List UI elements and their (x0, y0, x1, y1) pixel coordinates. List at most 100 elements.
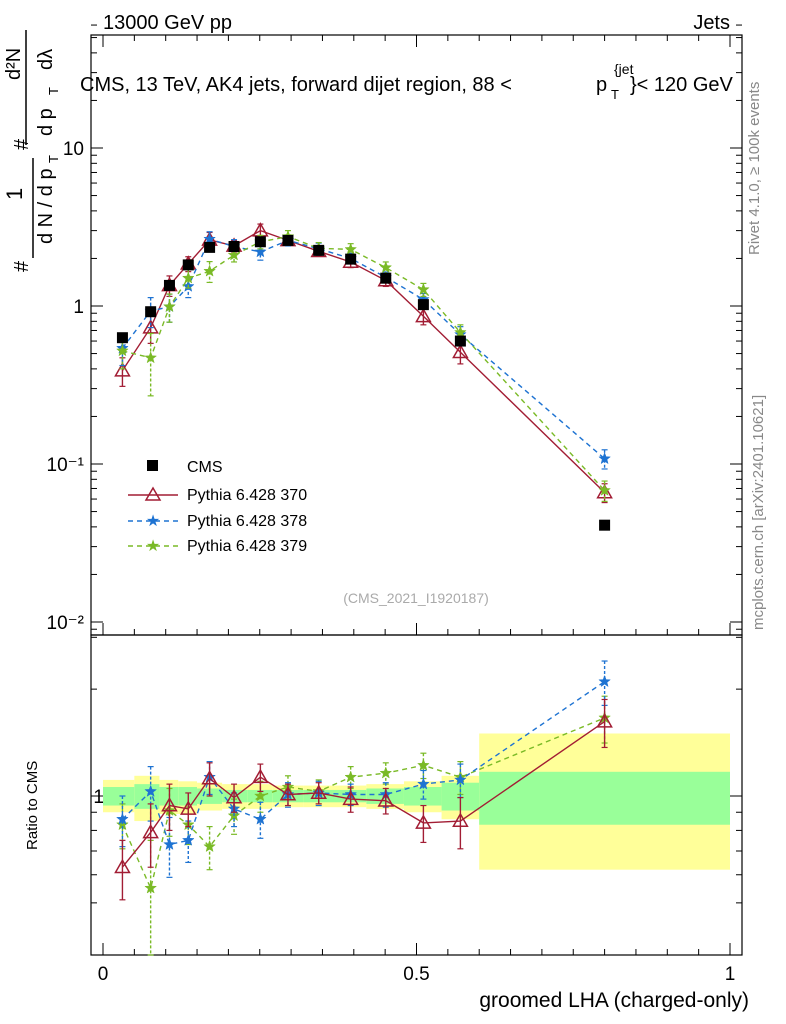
cms-data-point (182, 259, 194, 271)
series-2-point (203, 232, 216, 245)
series-1-point (225, 789, 243, 804)
cms-data-point (254, 236, 266, 248)
ratio-ytick-label-1: 1 (93, 787, 104, 808)
series-3-point (181, 271, 195, 284)
cms-data-point (380, 272, 392, 284)
series-1-point (310, 784, 327, 799)
series-1-point (415, 307, 432, 323)
legend-370-marker (144, 486, 162, 501)
ylabel-T-1: T (46, 155, 61, 163)
series-1-point (142, 319, 159, 334)
ratio-panel-frame (90, 634, 743, 956)
ratio-uncertainty-bands (103, 733, 730, 870)
ratio-ylabel: Ratio to CMS (24, 761, 41, 850)
series-2-point (417, 777, 430, 790)
main-axis-ticks (91, 24, 742, 955)
series-2-point (144, 784, 158, 797)
series-3-point (417, 282, 430, 296)
series-2-point (598, 674, 611, 688)
ylabel-dl: dλ (35, 49, 57, 70)
cms-data-point (116, 332, 128, 344)
cms-data-point (145, 306, 157, 318)
series-1-point (342, 790, 359, 806)
main-series (114, 222, 613, 531)
cms-data-point (417, 299, 429, 311)
title-post: }< 120 GeV (630, 74, 734, 96)
main-axis-ticklabels: 10⁻² 10⁻¹ 1 10 (47, 139, 85, 634)
series-2-point (181, 833, 195, 846)
series-line-3 (121, 717, 605, 891)
series-3-point (116, 344, 129, 357)
series-1-point (452, 812, 469, 828)
series-3-point (203, 839, 216, 853)
series-3-point (344, 770, 358, 783)
main-ytick-label: 10⁻² (47, 613, 85, 634)
series-3-point (379, 260, 393, 274)
series-3-point (144, 351, 158, 364)
series-1-point (452, 343, 469, 359)
plot-title: CMS, 13 TeV, AK4 jets, forward dijet reg… (80, 61, 734, 102)
series-2-point (254, 812, 267, 825)
legend-379-label: Pythia 6.428 379 (187, 538, 307, 555)
series-2-point (598, 451, 611, 465)
legend: CMS Pythia 6.428 370 ★ Pythia 6.428 378 … (128, 459, 307, 555)
x-axis-label: groomed LHA (charged-only) (479, 989, 749, 1012)
series-1-point (201, 770, 218, 785)
series-1-point (252, 768, 269, 784)
series-1-point (114, 362, 131, 377)
ylabel-dp: d p (35, 108, 57, 136)
series-3-point (163, 299, 176, 313)
ratio-axis-ticks (91, 688, 742, 904)
ylabel-one: 1 (2, 188, 27, 200)
main-ytick-label: 1 (73, 297, 84, 318)
x-axis-ticklabels: 0 0.5 1 (98, 964, 736, 985)
ylabel-T-2: T (46, 87, 61, 95)
cms-data-point (345, 253, 357, 265)
analysis-watermark: (CMS_2021_I1920187) (343, 590, 489, 606)
main-ytick-label: 10⁻¹ (47, 455, 85, 476)
series-1-point (114, 858, 131, 874)
cms-data-point (599, 519, 611, 531)
legend-378-label: Pythia 6.428 378 (187, 513, 307, 530)
top-ylabel: # 1 d N / d p T # d²N d p T dλ (2, 30, 61, 272)
series-3-point (254, 789, 267, 802)
series-1-point (415, 814, 432, 829)
ylabel-hash-1: # (11, 260, 33, 272)
series-1-point (161, 797, 178, 812)
rivet-label: Rivet 4.1.0, ≥ 100k events (746, 82, 763, 255)
header-left: 13000 GeV pp (103, 12, 232, 34)
series-3-point (203, 264, 216, 277)
series-1-point (377, 792, 395, 807)
series-2-point (116, 812, 129, 825)
title-sub: T (611, 87, 619, 102)
legend-cms-label: CMS (187, 459, 223, 476)
mcplots-label: mcplots.cern.ch [arXiv:2401.10621] (750, 395, 767, 630)
series-3-point (598, 483, 611, 496)
series-line-1 (121, 721, 605, 868)
series-1-point (596, 713, 613, 728)
green-band (479, 771, 730, 825)
legend-370-label: Pythia 6.428 370 (187, 487, 307, 504)
cms-data-point (163, 279, 175, 291)
legend-378-marker: ★ (146, 513, 160, 530)
ylabel-hash-2: # (11, 138, 33, 150)
header-right: Jets (693, 12, 730, 34)
series-1-point (279, 785, 297, 801)
series-2-point (163, 837, 176, 850)
ylabel-dN: d N / d p (35, 168, 57, 244)
legend-379-marker: ★ (146, 538, 160, 555)
series-3-point (379, 766, 393, 779)
series-line-2 (121, 238, 606, 460)
series-3-point (417, 758, 430, 771)
series-3-point (344, 242, 358, 255)
series-3-point (454, 325, 467, 338)
title-pre: CMS, 13 TeV, AK4 jets, forward dijet reg… (80, 74, 512, 96)
legend-cms-marker (147, 460, 158, 471)
main-ytick-label: 10 (63, 139, 84, 160)
series-line-1 (121, 229, 606, 494)
ratio-series (114, 660, 613, 956)
title-p: p (596, 74, 607, 96)
series-3-point (227, 248, 241, 261)
cms-data-point (282, 234, 294, 246)
